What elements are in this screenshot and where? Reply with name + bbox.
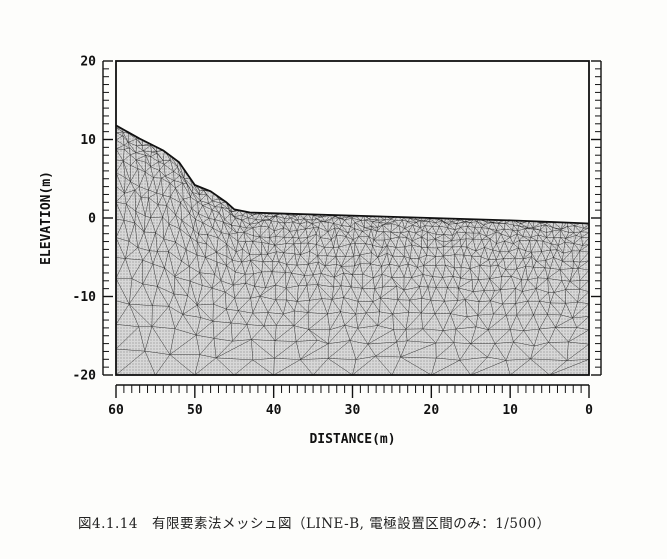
right-axis-ticks (591, 60, 602, 376)
x-tick-label: 50 (187, 403, 203, 418)
y-tick-labels: 20 10 0 -10 -20 (73, 55, 97, 384)
y-tick-label: 10 (80, 133, 96, 148)
x-tick-labels: 60 50 40 30 20 10 0 (108, 403, 593, 418)
x-tick-label: 0 (585, 403, 593, 418)
y-tick-label: -10 (73, 290, 97, 305)
y-axis-title: ELEVATION(m) (39, 171, 54, 265)
x-tick-label: 60 (108, 403, 124, 418)
bottom-axis (115, 384, 590, 398)
mesh-fill (116, 125, 589, 376)
left-axis-ticks (102, 60, 113, 376)
figure-caption: 図4.1.14 有限要素法メッシュ図（LINE-B, 電極設置区間のみ：1/50… (78, 516, 551, 532)
x-tick-label: 40 (266, 403, 282, 418)
y-tick-label: -20 (73, 369, 97, 384)
x-tick-label: 10 (502, 403, 518, 418)
mesh-region (115, 124, 590, 376)
y-tick-label: 20 (80, 55, 96, 70)
x-tick-label: 30 (345, 403, 361, 418)
ground-surface-line (115, 124, 590, 225)
y-tick-label: 0 (88, 212, 96, 227)
x-axis-title: DISTANCE(m) (309, 432, 395, 447)
plot-frame (115, 60, 590, 376)
x-tick-label: 20 (424, 403, 440, 418)
